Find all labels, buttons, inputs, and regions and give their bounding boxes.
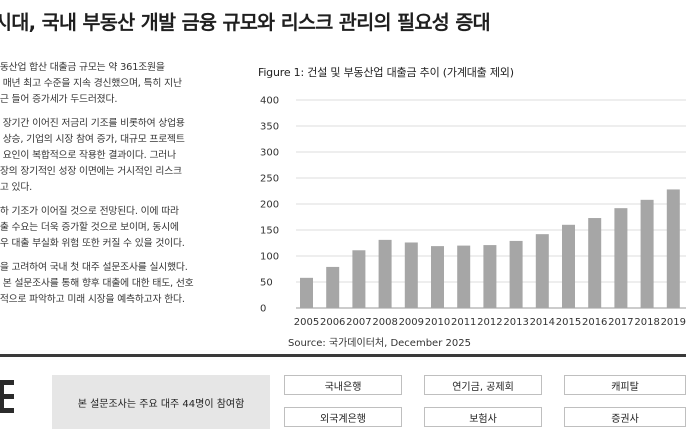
x-tick-label: 2015 xyxy=(556,317,581,328)
x-tick-label: 2009 xyxy=(399,317,424,328)
body-line: 괄적으로 파악하고 미래 시장을 예측하고자 한다. xyxy=(0,294,185,305)
bar-2006 xyxy=(326,266,340,308)
figure-title: Figure 1: 건설 및 부동산업 대출금 추이 (가계대출 제외) xyxy=(258,66,514,79)
body-line: 인하 기조가 이어질 것으로 전망된다. 이에 따라 xyxy=(0,206,179,217)
body-line: 최근 들어 증가세가 두드러졌다. xyxy=(0,94,118,105)
body-line: 황을 고려하여 국내 첫 대주 설문조사를 실시했다. xyxy=(0,262,188,273)
y-tick-label: 0 xyxy=(260,304,266,315)
body-line: 로 매년 최고 수준을 지속 경신했으며, 특히 지난 xyxy=(0,78,182,89)
y-tick-label: 300 xyxy=(260,148,279,159)
respondent-chip-pension-fund: 연기금, 공제회 xyxy=(424,375,542,395)
x-tick-label: 2019 xyxy=(661,317,686,328)
bar-2005 xyxy=(300,277,313,308)
bar-2008 xyxy=(378,239,392,308)
x-tick-label: 2008 xyxy=(372,317,397,328)
bar-2014 xyxy=(535,234,549,308)
x-tick-label: 2007 xyxy=(346,317,371,328)
figure-source: Source: 국가데이터처, December 2025 xyxy=(288,338,471,349)
bar-2013 xyxy=(509,240,523,308)
bar-2017 xyxy=(614,208,628,308)
x-tick-label: 2017 xyxy=(608,317,633,328)
y-tick-label: 200 xyxy=(260,200,279,211)
body-line: 러 요인이 복합적으로 작용한 결과이다. 그러나 xyxy=(0,150,176,161)
bar-2016 xyxy=(588,218,602,308)
body-line: 경우 대출 부실화 위험 또한 커질 수 있을 것이다. xyxy=(0,238,185,249)
respondent-chip-insurance: 보험사 xyxy=(424,407,542,427)
body-line: 되고 있다. xyxy=(0,182,33,193)
bar-2010 xyxy=(431,246,444,308)
bar-2009 xyxy=(404,242,418,308)
survey-note: 본 설문조사는 주요 대주 44명이 참여함 xyxy=(52,375,270,429)
x-tick-label: 2018 xyxy=(634,317,659,328)
x-tick-label: 2010 xyxy=(425,317,450,328)
bar-2007 xyxy=(352,250,366,308)
y-tick-label: 100 xyxy=(260,252,279,263)
body-line: 한 본 설문조사를 통해 향후 대출에 대한 태도, 선호 xyxy=(0,278,194,289)
bar-2019 xyxy=(666,189,680,308)
section-divider xyxy=(0,354,686,357)
y-tick-label: 400 xyxy=(260,96,279,107)
body-line: 시장의 장기적인 성장 이면에는 거시적인 리스크 xyxy=(0,166,182,177)
body-line: 은 장기간 이어진 저금리 기조를 비롯하여 상업용 xyxy=(0,118,185,129)
y-tick-label: 50 xyxy=(260,278,273,289)
x-tick-label: 2014 xyxy=(530,317,555,328)
y-tick-label: 150 xyxy=(260,226,279,237)
respondent-chip-domestic-bank: 국내은행 xyxy=(284,375,402,395)
x-tick-label: 2006 xyxy=(320,317,345,328)
body-line: 부동산업 합산 대출금 규모는 약 361조원을 xyxy=(0,62,165,73)
x-tick-label: 2013 xyxy=(503,317,528,328)
x-tick-label: 2011 xyxy=(451,317,476,328)
bar-2012 xyxy=(483,245,497,308)
bar-2018 xyxy=(640,199,654,308)
bar-2015 xyxy=(562,224,575,308)
body-paragraph: 황을 고려하여 국내 첫 대주 설문조사를 실시했다. 한 본 설문조사를 통해 … xyxy=(0,260,240,308)
y-tick-label: 350 xyxy=(260,122,279,133)
x-tick-label: 2012 xyxy=(477,317,502,328)
respondent-chip-capital: 캐피탈 xyxy=(564,375,686,395)
respondent-chip-foreign-bank: 외국계은행 xyxy=(284,407,402,427)
x-tick-label: 2005 xyxy=(294,317,319,328)
logo-mark-icon xyxy=(0,380,14,413)
respondent-chip-securities: 증권사 xyxy=(564,407,686,427)
bar-chart: 0 50 100 150 200 250 300 350 400 2005 2006 2007 2008… xyxy=(260,96,686,328)
body-line: 대출 수요는 더욱 증가할 것으로 보이며, 동시에 xyxy=(0,222,179,233)
y-tick-label: 250 xyxy=(260,174,279,185)
page-title: 시대, 국내 부동산 개발 금융 규모와 리스크 관리의 필요성 증대 xyxy=(0,11,491,34)
body-line: 격 상승, 기업의 시장 참여 증가, 대규모 프로젝트 xyxy=(0,134,185,145)
bar-2011 xyxy=(457,245,471,308)
x-tick-label: 2016 xyxy=(582,317,607,328)
survey-note-text: 본 설문조사는 주요 대주 44명이 참여함 xyxy=(77,398,245,410)
